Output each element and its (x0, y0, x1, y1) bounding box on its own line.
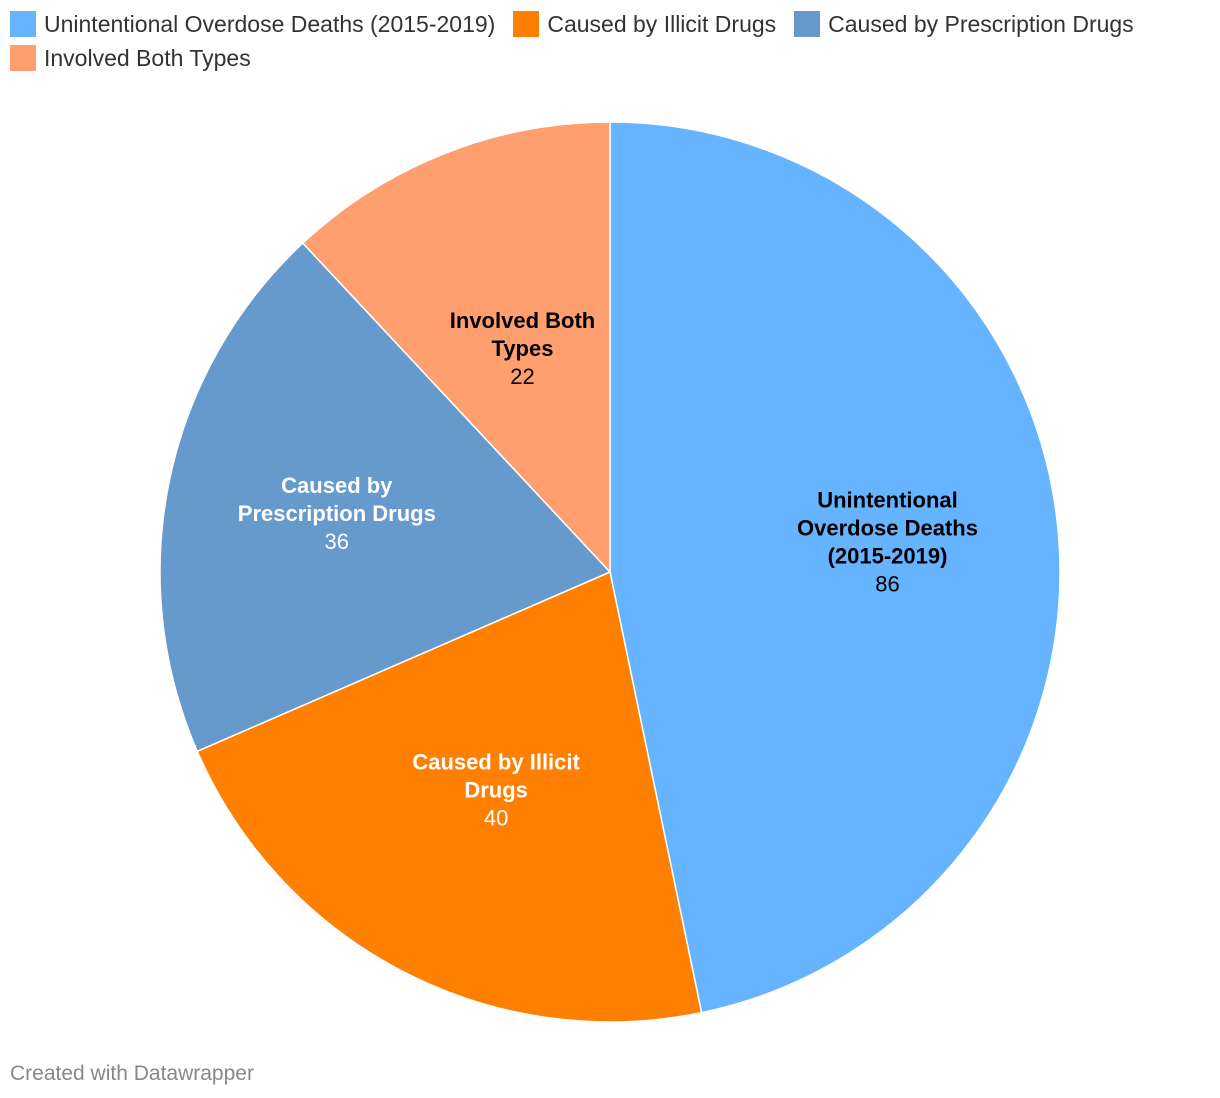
slice-label-line: Involved Both (450, 308, 595, 333)
slice-label-line: Caused by (281, 473, 393, 498)
slice-label-line: Drugs (464, 778, 528, 803)
slice-label-line: Prescription Drugs (238, 501, 436, 526)
label-overdose-deaths: Unintentional Overdose Deaths (2015-2019) 8… (797, 487, 978, 596)
slice-both-types[interactable] (301, 121, 611, 574)
slice-value: 36 (325, 529, 349, 554)
slice-label-line: Unintentional (817, 487, 958, 512)
label-prescription-drugs: Caused by Prescription Drugs 36 (238, 473, 436, 554)
legend-label: Involved Both Types (44, 44, 251, 71)
slice-prescription-drugs[interactable] (159, 242, 612, 753)
legend-swatch (794, 11, 821, 37)
legend-label: Caused by Prescription Drugs (828, 10, 1134, 37)
slice-overdose-deaths[interactable] (609, 121, 1061, 1014)
slice-value: 22 (510, 364, 534, 389)
legend-swatch (513, 11, 540, 37)
legend-item-illicit-drugs[interactable]: Caused by Illicit Drugs (513, 10, 776, 38)
label-both-types: Involved Both Types 22 (450, 308, 595, 389)
legend: Unintentional Overdose Deaths (2015-2019… (10, 10, 1200, 72)
legend-label: Unintentional Overdose Deaths (2015-2019… (44, 10, 496, 37)
legend-item-overdose-deaths[interactable]: Unintentional Overdose Deaths (2015-2019… (10, 10, 495, 38)
legend-item-prescription-drugs[interactable]: Caused by Prescription Drugs (794, 10, 1134, 38)
slice-label-line: Caused by Illicit (412, 750, 580, 775)
legend-swatch (10, 45, 36, 71)
slice-label-line: Types (492, 336, 554, 361)
slice-label-line: (2015-2019) (828, 543, 948, 568)
footer-credit: Created with Datawrapper (10, 1062, 254, 1085)
slice-illicit-drugs[interactable] (196, 570, 703, 1023)
legend-swatch (10, 11, 36, 37)
legend-item-both-types[interactable]: Involved Both Types (10, 44, 251, 72)
legend-label: Caused by Illicit Drugs (547, 10, 777, 37)
slice-label-line: Overdose Deaths (797, 515, 978, 540)
slice-value: 40 (484, 806, 508, 831)
label-illicit-drugs: Caused by Illicit Drugs 40 (412, 750, 580, 831)
slice-value: 86 (875, 571, 899, 596)
